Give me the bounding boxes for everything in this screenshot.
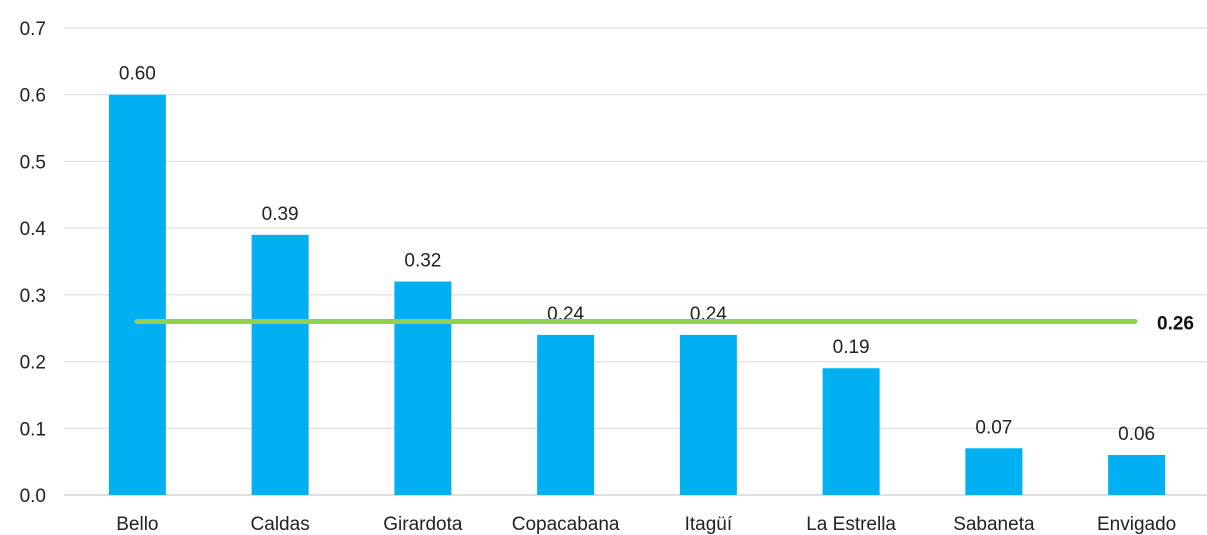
bar-la-estrella (822, 368, 880, 495)
bar-sabaneta (965, 448, 1023, 495)
bar-caldas (251, 234, 309, 496)
bar-girardota (394, 281, 452, 495)
bar-bello (108, 94, 166, 495)
category-label: Sabaneta (953, 514, 1035, 535)
data-label: 0.06 (1118, 424, 1155, 445)
data-labels: 0.600.390.320.24 0.240.190.07 0.06 (119, 64, 1155, 445)
y-tick-label: 0.7 (20, 19, 46, 40)
data-label: 0.19 (833, 337, 870, 358)
data-label: 0.60 (119, 64, 156, 85)
y-tick-label: 0.5 (20, 152, 46, 173)
y-tick-label: 0.0 (20, 486, 46, 507)
category-label: Envigado (1097, 514, 1176, 535)
gridlines (64, 27, 1207, 496)
category-label: Girardota (383, 514, 463, 535)
average-reference-line: 0.26 (134, 314, 1194, 335)
y-axis-ticks: 0.0 0.1 0.2 0.3 0.4 0.5 0.6 0.7 (20, 19, 47, 507)
category-label: Itagüí (685, 514, 733, 535)
y-tick-label: 0.2 (20, 353, 46, 374)
x-axis-categories: Bello Caldas Girardota Copacabana Itagüí La E… (116, 514, 1176, 535)
bar-copacabana (537, 334, 595, 495)
y-tick-label: 0.6 (20, 86, 46, 107)
bar-envigado (1108, 454, 1166, 495)
category-label: Bello (116, 514, 158, 535)
category-label: Copacabana (512, 514, 620, 535)
y-tick-label: 0.3 (20, 286, 46, 307)
y-tick-label: 0.1 (20, 419, 46, 440)
y-tick-label: 0.4 (20, 219, 47, 240)
category-label: Caldas (251, 514, 310, 535)
category-label: La Estrella (806, 514, 896, 535)
data-label: 0.07 (975, 417, 1012, 438)
data-label: 0.39 (262, 204, 299, 225)
data-label: 0.32 (404, 251, 441, 272)
reference-line-label: 0.26 (1157, 314, 1194, 335)
bars (108, 94, 1166, 496)
bar-itag- (679, 334, 737, 495)
